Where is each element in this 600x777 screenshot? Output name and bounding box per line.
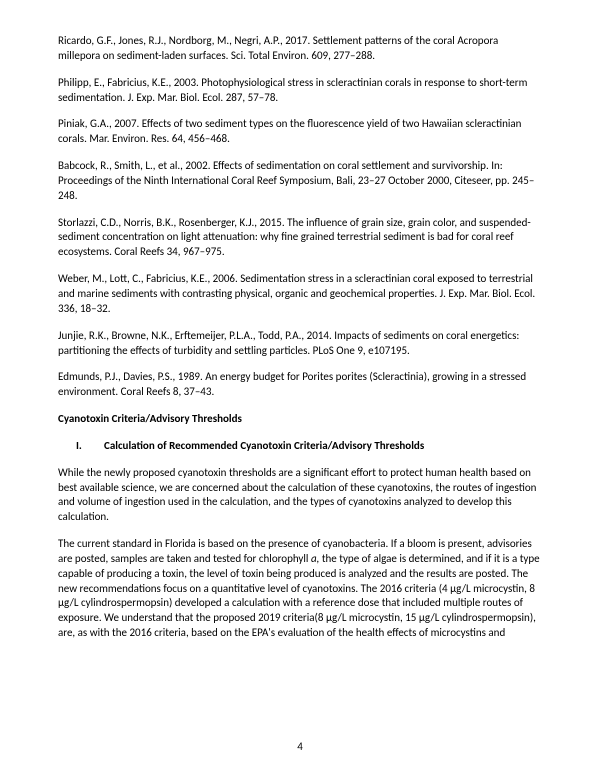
reference-3: Piniak, G.A., 2007. Effects of two sedim… [58,117,542,147]
reference-4: Babcock, R., Smith, L., et al., 2002. Ef… [58,159,542,204]
paragraph-2: The current standard in Florida is based… [58,537,542,641]
section-number: I. [58,439,92,454]
reference-1: Ricardo, G.F., Jones, R.J., Nordborg, M.… [58,34,542,64]
reference-2: Philipp, E., Fabricius, K.E., 2003. Phot… [58,76,542,106]
section-title: Calculation of Recommended Cyanotoxin Cr… [92,439,542,454]
reference-6: Weber, M., Lott, C., Fabricius, K.E., 20… [58,272,542,317]
reference-7: Junjie, R.K., Browne, N.K., Erftemeijer,… [58,329,542,359]
section-heading: Cyanotoxin Criteria/Advisory Thresholds [58,412,542,427]
page-number: 4 [0,740,600,755]
para2-part-b: the type of algae is determined, and if … [58,552,540,639]
reference-5: Storlazzi, C.D., Norris, B.K., Rosenberg… [58,216,542,261]
numbered-section: I. Calculation of Recommended Cyanotoxin… [58,439,542,454]
paragraph-1: While the newly proposed cyanotoxin thre… [58,466,542,525]
reference-8: Edmunds, P.J., Davies, P.S., 1989. An en… [58,370,542,400]
